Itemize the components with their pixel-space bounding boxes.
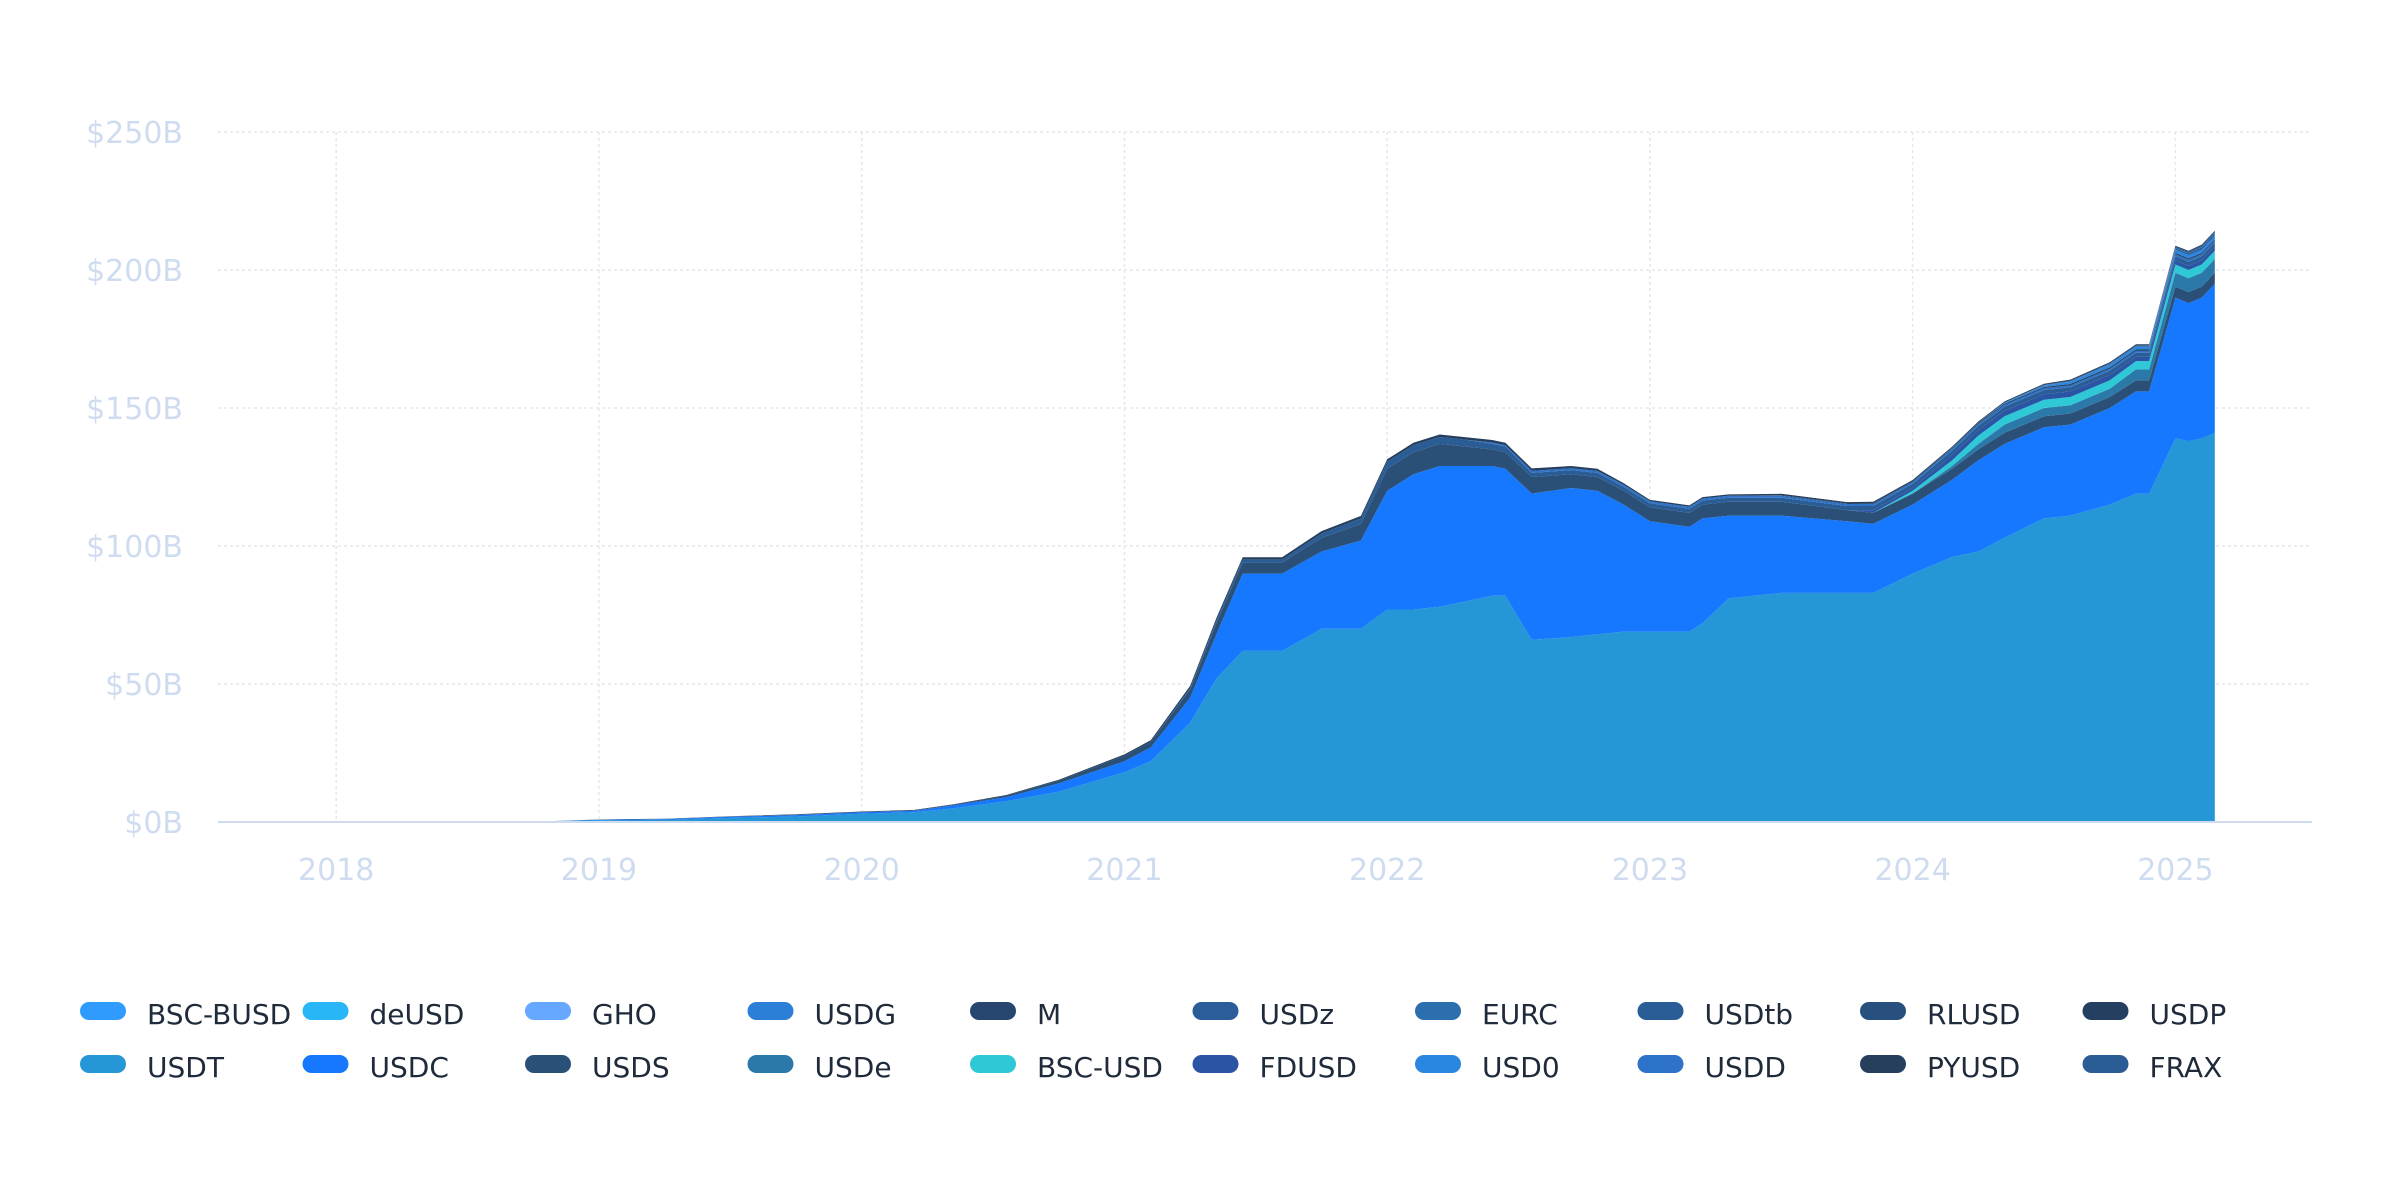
- legend-item-usde[interactable]: USDe: [747, 1051, 892, 1084]
- legend-item-bsc-busd[interactable]: BSC-BUSD: [80, 998, 291, 1031]
- legend-label: USDG: [815, 998, 897, 1031]
- legend-label: USDz: [1260, 998, 1335, 1031]
- legend-label: deUSD: [370, 998, 465, 1031]
- legend-item-eurc[interactable]: EURC: [1415, 998, 1558, 1031]
- legend-swatch: [1860, 1002, 1906, 1020]
- legend-swatch: [1415, 1002, 1461, 1020]
- legend-item-usdp[interactable]: USDP: [2082, 998, 2227, 1031]
- legend-item-pyusd[interactable]: PYUSD: [1860, 1051, 2020, 1084]
- legend-label: EURC: [1482, 998, 1558, 1031]
- legend-item-gho[interactable]: GHO: [525, 998, 657, 1031]
- legend-item-usdd[interactable]: USDD: [1637, 1051, 1786, 1084]
- legend-swatch: [1637, 1055, 1684, 1073]
- x-tick-label: 2024: [1874, 853, 1950, 888]
- legend-label: USDD: [1705, 1051, 1786, 1084]
- chart-legend: BSC-BUSD deUSD GHO USDG M USDz EURC USDtb RLUSD U…: [80, 998, 2226, 1084]
- legend-swatch: [1192, 1055, 1239, 1073]
- y-tick-label: $250B: [86, 116, 183, 151]
- legend-label: BSC-BUSD: [147, 998, 291, 1031]
- legend-item-usd0[interactable]: USD0: [1415, 1051, 1560, 1084]
- area-series-usdt: [218, 432, 2215, 822]
- legend-label: USDT: [147, 1051, 225, 1084]
- x-tick-label: 2020: [824, 853, 900, 888]
- x-tick-label: 2018: [298, 853, 374, 888]
- legend-item-frax[interactable]: FRAX: [2082, 1051, 2223, 1084]
- legend-label: M: [1037, 998, 1061, 1031]
- legend-item-usdg[interactable]: USDG: [747, 998, 897, 1031]
- legend-swatch: [747, 1002, 794, 1020]
- chart-axes: $0B $50B $100B $150B $200B $250B 2018 2019 2020 2…: [86, 116, 2312, 888]
- legend-item-usdt[interactable]: USDT: [80, 1051, 225, 1084]
- legend-label: GHO: [592, 998, 657, 1031]
- y-tick-label: $0B: [124, 806, 183, 841]
- y-tick-label: $50B: [105, 668, 183, 703]
- legend-swatch: [80, 1002, 126, 1020]
- legend-swatch: [747, 1055, 794, 1073]
- legend-label: USDe: [815, 1051, 892, 1084]
- area-series-usdc: [218, 283, 2215, 822]
- chart-series-areas: [218, 230, 2215, 823]
- legend-item-m[interactable]: M: [970, 998, 1061, 1031]
- legend-swatch: [80, 1055, 126, 1073]
- legend-label: PYUSD: [1927, 1051, 2020, 1084]
- legend-label: FRAX: [2150, 1051, 2223, 1084]
- x-tick-label: 2022: [1349, 853, 1425, 888]
- legend-swatch: [2082, 1055, 2129, 1073]
- chart-grid: [218, 131, 2312, 822]
- legend-swatch: [1860, 1055, 1906, 1073]
- y-tick-label: $100B: [86, 530, 183, 565]
- legend-label: USDtb: [1705, 998, 1794, 1031]
- y-tick-label: $150B: [86, 392, 183, 427]
- legend-label: BSC-USD: [1037, 1051, 1163, 1084]
- y-tick-label: $200B: [86, 254, 183, 289]
- legend-item-usdtb[interactable]: USDtb: [1637, 998, 1794, 1031]
- x-tick-label: 2023: [1612, 853, 1688, 888]
- x-tick-label: 2021: [1086, 853, 1162, 888]
- legend-item-deusd[interactable]: deUSD: [302, 998, 465, 1031]
- legend-swatch: [302, 1002, 349, 1020]
- legend-swatch: [970, 1055, 1016, 1073]
- legend-item-usds[interactable]: USDS: [525, 1051, 670, 1084]
- legend-label: RLUSD: [1927, 998, 2021, 1031]
- legend-item-fdusd[interactable]: FDUSD: [1192, 1051, 1358, 1084]
- x-tick-label: 2025: [2137, 853, 2213, 888]
- legend-label: FDUSD: [1260, 1051, 1358, 1084]
- legend-swatch: [1415, 1055, 1461, 1073]
- legend-swatch: [525, 1055, 571, 1073]
- legend-item-rlusd[interactable]: RLUSD: [1860, 998, 2021, 1031]
- legend-label: USDS: [592, 1051, 670, 1084]
- legend-label: USDP: [2150, 998, 2227, 1031]
- legend-item-usdz[interactable]: USDz: [1192, 998, 1335, 1031]
- legend-swatch: [2082, 1002, 2129, 1020]
- legend-item-usdc[interactable]: USDC: [302, 1051, 449, 1084]
- legend-swatch: [525, 1002, 571, 1020]
- legend-swatch: [970, 1002, 1016, 1020]
- legend-item-bsc-usd[interactable]: BSC-USD: [970, 1051, 1163, 1084]
- legend-swatch: [1637, 1002, 1684, 1020]
- legend-label: USDC: [370, 1051, 449, 1084]
- legend-swatch: [302, 1055, 349, 1073]
- legend-swatch: [1192, 1002, 1239, 1020]
- x-tick-label: 2019: [561, 853, 637, 888]
- legend-label: USD0: [1482, 1051, 1560, 1084]
